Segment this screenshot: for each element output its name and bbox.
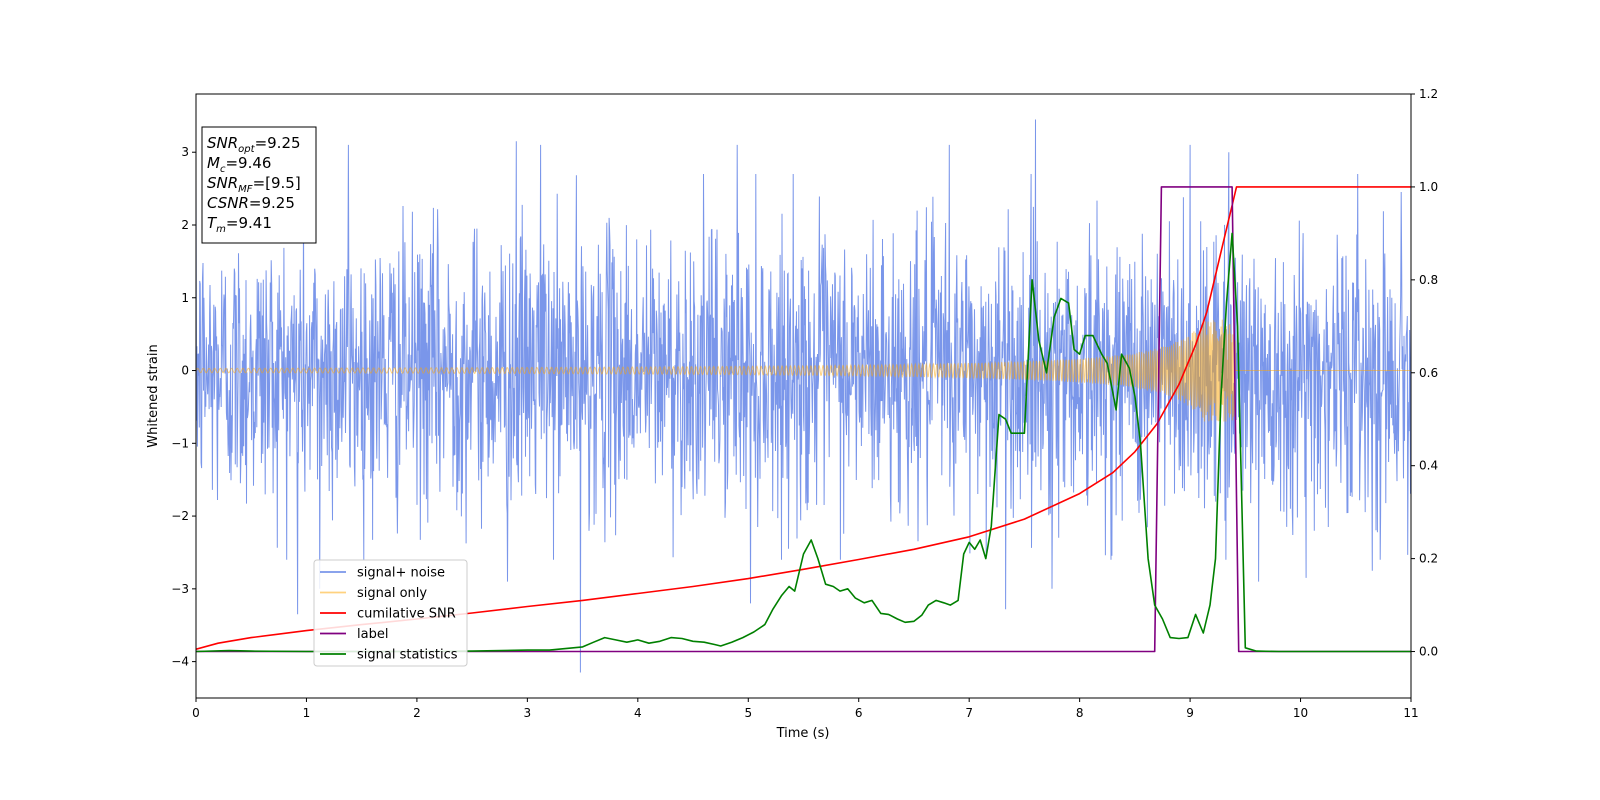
y2-tick-label: 1.0 <box>1419 180 1438 194</box>
signal-only-line <box>196 319 1411 422</box>
x-tick-label: 6 <box>855 706 863 720</box>
annotation-line: Mc=9.46 <box>207 154 271 175</box>
y2-tick-label: 0.8 <box>1419 273 1438 287</box>
annotation-subscript: c <box>220 164 226 175</box>
annotation-subscript: MF <box>238 184 253 195</box>
signal-statistics-line <box>196 232 1411 653</box>
legend-label: cumilative SNR <box>357 607 456 622</box>
y-tick-label: 0 <box>181 364 189 378</box>
x-tick-label: 5 <box>744 706 752 720</box>
annotation-line: SNRopt=9.25 <box>207 134 301 155</box>
legend-label: signal+ noise <box>357 566 445 581</box>
series-signal-statistics <box>196 232 1411 653</box>
y-tick-label: −1 <box>171 436 189 450</box>
legend: signal+ noise signal only cumilative SNR la… <box>313 559 468 667</box>
annotation-box: SNRopt=9.25Mc=9.46SNRMF=[9.5]CSNR=9.25Tm… <box>201 126 317 244</box>
y-tick-label: −2 <box>171 509 189 523</box>
annotation-symbol: CSNR <box>207 194 249 212</box>
y-tick-label: 3 <box>181 145 189 159</box>
series-signal-only <box>196 319 1411 422</box>
annotation-line: SNRMF=[9.5] <box>207 174 301 195</box>
annotation-line: Tm=9.41 <box>207 214 272 235</box>
annotation-value: =[9.5] <box>253 174 301 192</box>
x-tick-label: 7 <box>965 706 973 720</box>
legend-label: signal statistics <box>357 648 458 663</box>
x-tick-label: 11 <box>1403 706 1418 720</box>
x-tick-label: 4 <box>634 706 642 720</box>
annotation-symbol: T <box>207 214 218 232</box>
y-axis-left: 3 2 1 0 −1 −2 −3 −4 <box>171 145 196 669</box>
y-tick-label: −3 <box>171 582 189 596</box>
annotation-symbol: SNR <box>207 174 238 192</box>
y-axis-right: 1.2 1.0 0.8 0.6 0.4 0.2 0.0 <box>1411 87 1438 659</box>
annotation-subscript: opt <box>238 144 255 155</box>
y2-tick-label: 1.2 <box>1419 87 1438 101</box>
y2-tick-label: 0.4 <box>1419 459 1438 473</box>
annotation-subscript: m <box>216 224 226 235</box>
annotation-value: =9.46 <box>225 154 271 172</box>
x-tick-label: 2 <box>413 706 421 720</box>
annotation-symbol: SNR <box>207 134 238 152</box>
x-tick-label: 0 <box>192 706 200 720</box>
x-tick-label: 10 <box>1293 706 1308 720</box>
axes-frame <box>195 93 1412 699</box>
y-tick-label: 1 <box>181 291 189 305</box>
y-axis-label: Whitened strain <box>146 344 161 447</box>
y2-tick-label: 0.0 <box>1419 645 1438 659</box>
annotation-line: CSNR=9.25 <box>207 194 295 212</box>
y2-tick-label: 0.2 <box>1419 552 1438 566</box>
legend-label: label <box>357 627 388 642</box>
y-tick-label: 2 <box>181 218 189 232</box>
annotation-value: =9.25 <box>249 194 295 212</box>
x-tick-label: 1 <box>303 706 311 720</box>
annotation-symbol: M <box>207 154 220 172</box>
x-tick-label: 3 <box>524 706 532 720</box>
legend-frame <box>313 559 468 667</box>
annotation-value: =9.25 <box>255 134 301 152</box>
annotation-value: =9.41 <box>226 214 272 232</box>
x-tick-label: 8 <box>1076 706 1084 720</box>
y2-tick-label: 0.6 <box>1419 366 1438 380</box>
legend-label: signal only <box>357 586 427 601</box>
x-tick-label: 9 <box>1186 706 1194 720</box>
annotation-frame <box>201 126 317 244</box>
y-tick-label: −4 <box>171 655 189 669</box>
x-axis: 0 1 2 3 4 5 6 7 8 9 10 11 <box>192 698 1419 720</box>
x-axis-label: Time (s) <box>776 726 830 741</box>
